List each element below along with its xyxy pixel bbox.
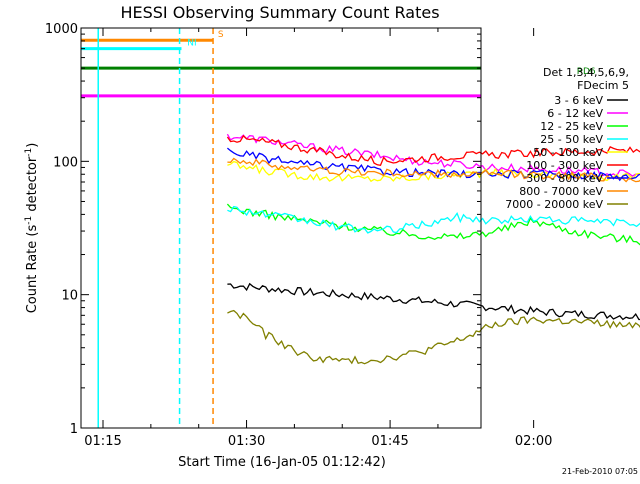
legend-label: 800 - 7000 keV [519,185,603,198]
timestamp: 21-Feb-2010 07:05 [562,467,638,476]
data-series [226,133,640,365]
state-change-lines [97,28,214,428]
y-tick-label: 1000 [45,22,78,37]
y-axis-title: Count Rate (s-1 detector-1) [24,143,40,314]
series-0-line [227,282,640,321]
legend-label: 7000 - 20000 keV [505,198,603,211]
x-tick-label: 02:00 [515,434,552,449]
legend-label: 3 - 6 keV [554,94,603,107]
flag-ni-label: NI [187,39,196,49]
x-tick-label: 01:45 [371,434,408,449]
series-1-line [226,133,640,178]
legend-header-line-2: FDecim 5 [577,79,629,92]
chart-title: HESSI Observing Summary Count Rates [120,3,439,22]
series-7-line [227,157,640,183]
series-6-line [226,147,640,182]
y-tick-label: 100 [53,155,78,170]
x-axis-title: Start Time (16-Jan-05 01:12:42) [178,455,386,470]
x-tick-label: 01:15 [84,434,121,449]
series-5-line [226,134,640,167]
y-tick-label: 1 [70,422,78,437]
x-tick-label: 01:30 [228,434,265,449]
legend-label: 50 - 100 keV [533,146,603,159]
legend-label: 25 - 50 keV [540,133,603,146]
y-axis-ticks: 1 10 100 1000 [45,22,481,437]
legend-label: 100 - 300 keV [526,159,603,172]
series-3-line [227,205,640,234]
plot-frame [80,27,482,429]
flag-s-label: S [218,30,224,40]
y-tick-label: 10 [61,289,78,304]
legend-header-line-1: Det 1,3,4,5,6,9, [543,66,629,79]
legend-label: 12 - 25 keV [540,120,603,133]
flag-rd6-label: RD6 [577,67,596,77]
legend-label: 300 - 800 keV [526,172,603,185]
legend-label: 6 - 12 keV [547,107,603,120]
series-8-line [227,309,640,365]
